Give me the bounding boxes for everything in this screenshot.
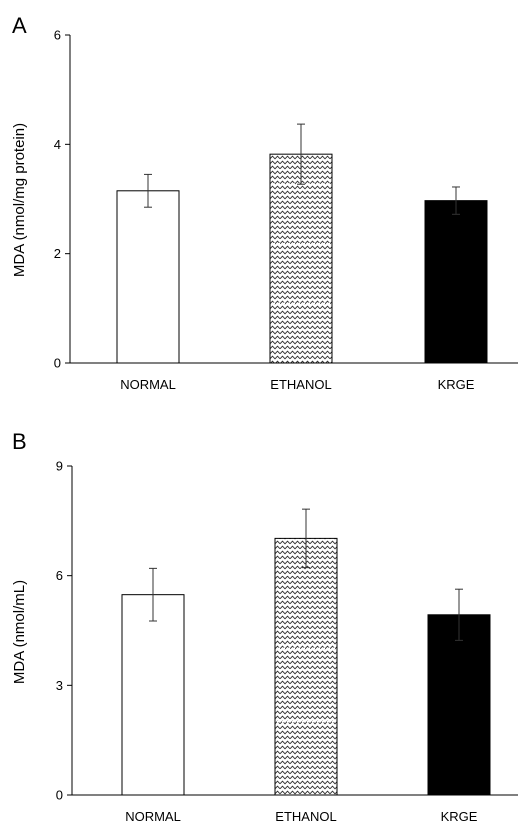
chart-panel-a: A 0 2 4 6 NORMAL ETHANOL KRGE MDA (nmol/mg pro… bbox=[11, 13, 518, 392]
category-label: ETHANOL bbox=[275, 809, 336, 823]
plot-area-b: 0 3 6 9 NORMAL ETHANOL KRGE bbox=[56, 459, 518, 823]
y-tick-label: 2 bbox=[54, 246, 61, 261]
y-axis-title-a: MDA (nmol/mg protein) bbox=[11, 123, 28, 277]
bar-ethanol bbox=[274, 537, 338, 796]
y-axis-title-b: MDA (nmol/mL) bbox=[11, 580, 28, 684]
bar-ethanol bbox=[269, 153, 333, 364]
y-tick-label: 4 bbox=[54, 137, 61, 152]
category-label: ETHANOL bbox=[270, 377, 331, 392]
y-tick-label: 0 bbox=[54, 356, 61, 371]
panel-letter-b: B bbox=[12, 429, 27, 454]
y-tick-label: 0 bbox=[56, 788, 63, 803]
bar-normal bbox=[116, 190, 180, 364]
plot-area-a: 0 2 4 6 NORMAL ETHANOL KRGE bbox=[54, 28, 518, 392]
category-label: KRGE bbox=[438, 377, 475, 392]
bar-normal bbox=[121, 594, 185, 796]
category-label: NORMAL bbox=[125, 809, 181, 823]
panel-letter-a: A bbox=[12, 13, 27, 38]
bar-krge bbox=[427, 614, 491, 796]
y-tick-label: 6 bbox=[56, 568, 63, 583]
y-tick-label: 6 bbox=[54, 28, 61, 43]
category-label: NORMAL bbox=[120, 377, 176, 392]
y-tick-label: 3 bbox=[56, 678, 63, 693]
bar-krge bbox=[424, 200, 488, 364]
chart-panel-b: B 0 3 6 9 NORMAL ETHANOL KRGE MDA (nmol/mL) bbox=[11, 429, 518, 823]
category-label: KRGE bbox=[441, 809, 478, 823]
y-tick-label: 9 bbox=[56, 459, 63, 474]
